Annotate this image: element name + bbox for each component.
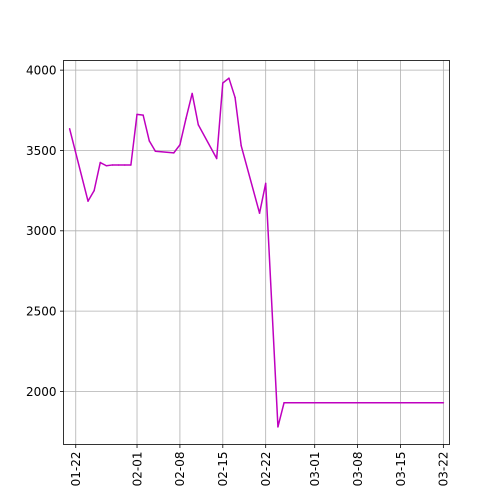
data-point (442, 401, 445, 404)
data-point (228, 77, 230, 79)
data-point (222, 82, 224, 84)
data-point (93, 189, 95, 192)
y-tick-label: 4000 (26, 63, 57, 77)
x-tick-label: 02-08 (173, 452, 187, 487)
data-point (154, 150, 157, 153)
data-point (264, 182, 267, 185)
data-point (117, 164, 120, 166)
data-point (130, 164, 132, 166)
x-tick-label: 02-22 (259, 452, 273, 487)
data-point (283, 401, 285, 404)
data-point (179, 144, 181, 146)
x-tick-label: 03-01 (308, 452, 322, 487)
data-point (234, 96, 236, 99)
data-point (197, 124, 200, 126)
data-point (105, 164, 108, 167)
data-point (240, 144, 242, 147)
data-point (124, 164, 126, 166)
data-point (185, 117, 187, 120)
x-tick-label: 02-15 (216, 452, 230, 487)
series-layer (68, 77, 445, 428)
data-point (136, 113, 138, 116)
x-axis: 01-22 02-01 02-08 02-15 02-22 03-01 03-08 03-15… (69, 444, 451, 487)
grid (63, 60, 450, 445)
y-tick-label: 2000 (26, 385, 57, 399)
data-point (173, 152, 175, 154)
y-tick-label: 2500 (26, 304, 57, 318)
y-tick-label: 3500 (26, 144, 57, 158)
series-line (68, 77, 444, 428)
x-tick-label: 03-08 (351, 452, 365, 487)
data-point (68, 128, 71, 130)
x-tick-label: 03-22 (437, 452, 451, 487)
data-point (277, 426, 279, 428)
data-point (148, 140, 151, 142)
data-point (87, 200, 89, 202)
data-point (215, 157, 218, 160)
data-point (99, 161, 102, 164)
data-point (142, 114, 144, 116)
data-point (111, 164, 114, 166)
data-point (191, 92, 193, 95)
x-tick-label: 01-22 (69, 452, 83, 487)
y-axis: 2000 2500 3000 3500 4000 (26, 63, 64, 399)
plot-frame (63, 60, 450, 445)
data-point (258, 212, 261, 214)
x-tick-label: 02-01 (130, 452, 144, 487)
x-tick-label: 03-15 (394, 452, 408, 487)
y-tick-label: 3000 (26, 224, 57, 238)
